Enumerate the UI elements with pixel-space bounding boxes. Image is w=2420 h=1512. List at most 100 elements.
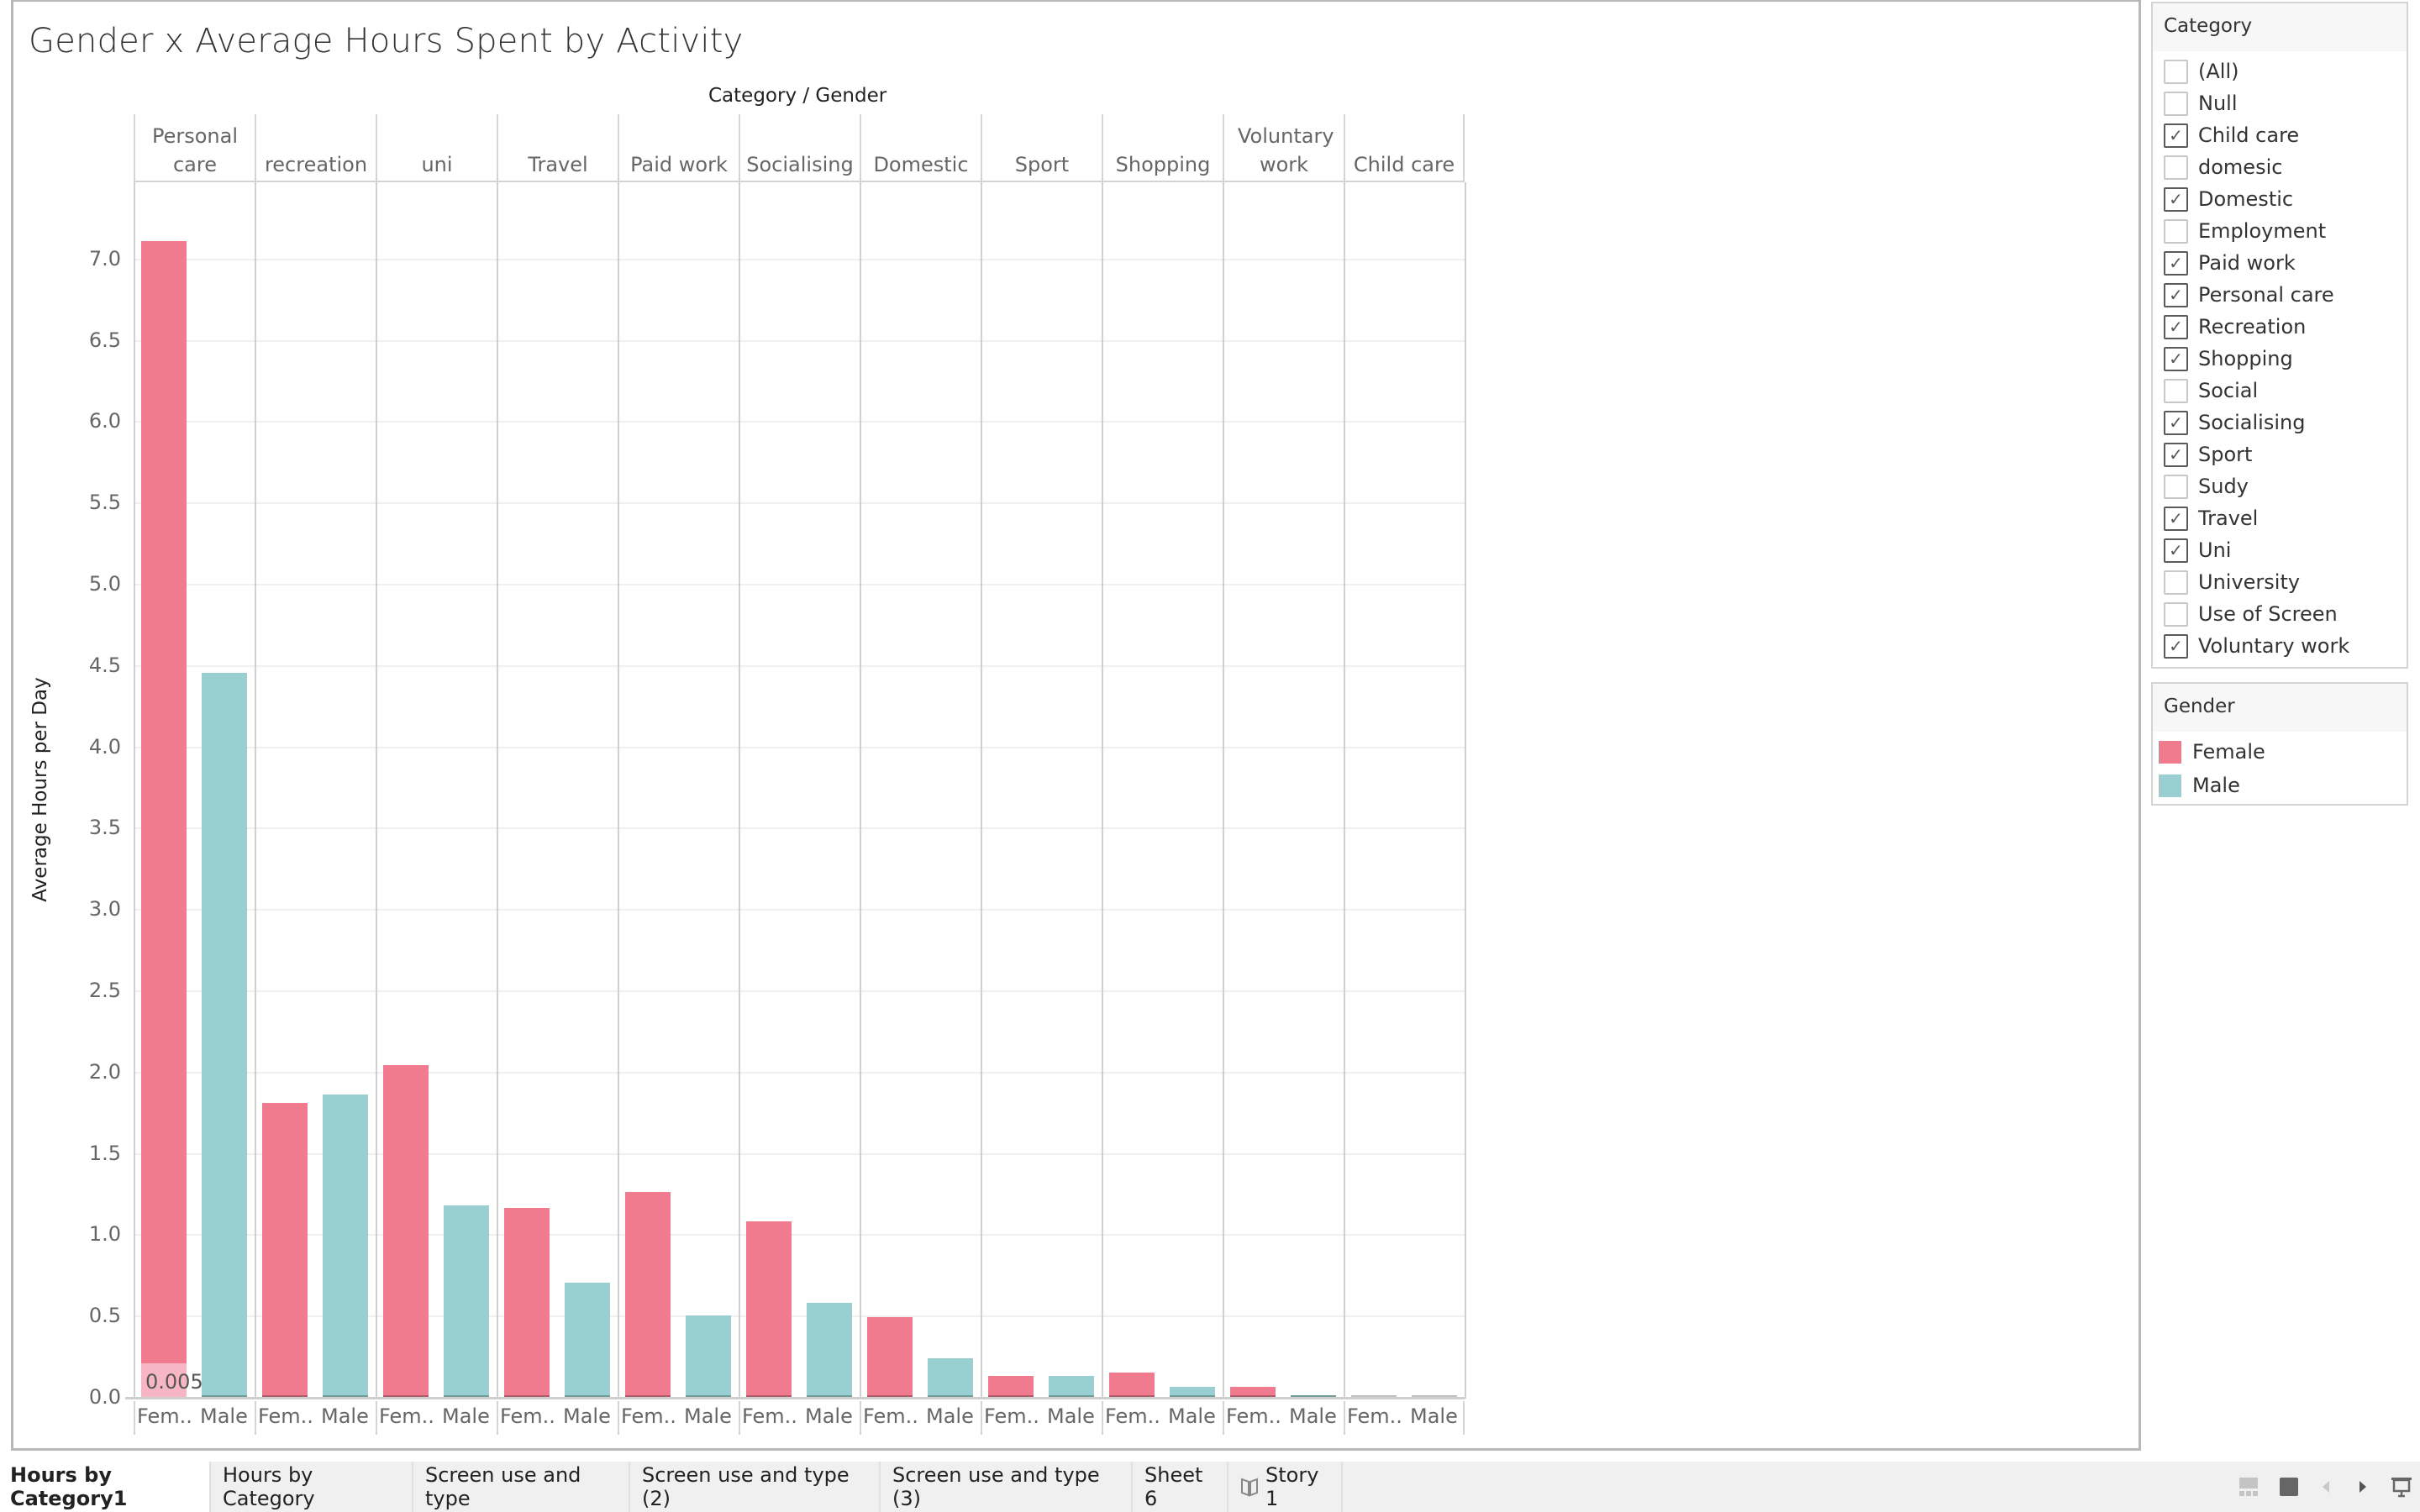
gender-label-male[interactable]: Male [1168, 1404, 1216, 1428]
gender-label-male[interactable]: Male [442, 1404, 490, 1428]
tab-story-1[interactable]: Story 1 [1228, 1462, 1343, 1512]
filter-item[interactable]: ✓ Socialising [2153, 407, 2407, 438]
bar-female[interactable] [141, 240, 187, 1398]
column-header[interactable]: recreation [255, 114, 376, 182]
tab-screen-use-and-type[interactable]: Screen use and type [413, 1462, 630, 1512]
bar-female[interactable] [1109, 1372, 1155, 1398]
filter-item[interactable]: (All) [2153, 55, 2407, 87]
gender-label-female[interactable]: Fem.. [500, 1404, 555, 1428]
checkbox-unchecked-icon[interactable] [2164, 155, 2188, 180]
checkbox-unchecked-icon[interactable] [2164, 218, 2188, 244]
column-header[interactable]: Sport [981, 114, 1102, 182]
bar-male[interactable] [565, 1283, 610, 1397]
next-sheet-icon[interactable] [2354, 1478, 2370, 1495]
bar-female[interactable] [383, 1065, 429, 1397]
column-header[interactable]: Child care [1344, 114, 1465, 182]
filter-item[interactable]: University [2153, 566, 2407, 598]
bar-female[interactable] [262, 1102, 308, 1398]
bar-female[interactable] [1230, 1387, 1276, 1397]
presentation-mode-icon[interactable] [2390, 1475, 2413, 1499]
checkbox-checked-icon[interactable]: ✓ [2164, 410, 2188, 435]
checkbox-checked-icon[interactable]: ✓ [2164, 123, 2188, 148]
checkbox-checked-icon[interactable]: ✓ [2164, 506, 2188, 531]
checkbox-unchecked-icon[interactable] [2164, 91, 2188, 116]
gender-label-female[interactable]: Fem.. [1105, 1404, 1160, 1428]
filter-item[interactable]: ✓ Sport [2153, 438, 2407, 470]
tab-hours-by-category[interactable]: Hours by Category [211, 1462, 413, 1512]
column-header[interactable]: Voluntary work [1223, 114, 1344, 182]
checkbox-unchecked-icon[interactable] [2164, 474, 2188, 499]
gender-label-female[interactable]: Fem.. [379, 1404, 434, 1428]
checkbox-unchecked-icon[interactable] [2164, 570, 2188, 595]
gender-label-female[interactable]: Fem.. [1226, 1404, 1281, 1428]
filter-item[interactable]: Employment [2153, 215, 2407, 247]
gender-label-male[interactable]: Male [1410, 1404, 1458, 1428]
tab-sheet-6[interactable]: Sheet 6 [1133, 1462, 1228, 1512]
checkbox-checked-icon[interactable]: ✓ [2164, 442, 2188, 467]
filter-item[interactable]: Sudy [2153, 470, 2407, 502]
filter-item[interactable]: ✓ Child care [2153, 119, 2407, 151]
gender-label-female[interactable]: Fem.. [1347, 1404, 1402, 1428]
filter-item[interactable]: ✓ Personal care [2153, 279, 2407, 311]
previous-sheet-icon[interactable] [2319, 1478, 2334, 1495]
checkbox-checked-icon[interactable]: ✓ [2164, 538, 2188, 563]
legend-item-male[interactable]: Male [2153, 769, 2407, 802]
gender-label-female[interactable]: Fem.. [863, 1404, 918, 1428]
filter-item[interactable]: Social [2153, 375, 2407, 407]
gender-label-male[interactable]: Male [805, 1404, 853, 1428]
checkbox-unchecked-icon[interactable] [2164, 601, 2188, 627]
gender-label-male[interactable]: Male [321, 1404, 369, 1428]
tab-hours-by-category1[interactable]: Hours by Category1 [0, 1462, 211, 1512]
checkbox-checked-icon[interactable]: ✓ [2164, 633, 2188, 659]
gender-label-male[interactable]: Male [200, 1404, 248, 1428]
tab-screen-use-and-type-3[interactable]: Screen use and type (3) [881, 1462, 1133, 1512]
filter-item[interactable]: Null [2153, 87, 2407, 119]
filter-item[interactable]: ✓ Travel [2153, 502, 2407, 534]
bar-male[interactable] [444, 1205, 489, 1398]
bar-female[interactable] [625, 1192, 671, 1397]
bar-male[interactable] [1291, 1395, 1336, 1397]
filter-item[interactable]: ✓ Recreation [2153, 311, 2407, 343]
bar-male[interactable] [1049, 1375, 1094, 1398]
bar-male[interactable] [807, 1302, 852, 1398]
bar-female[interactable] [504, 1208, 550, 1397]
gender-label-female[interactable]: Fem.. [621, 1404, 676, 1428]
tab-screen-use-and-type-2[interactable]: Screen use and type (2) [630, 1462, 881, 1512]
column-header[interactable]: Travel [497, 114, 618, 182]
gender-label-female[interactable]: Fem.. [137, 1404, 192, 1428]
filter-item[interactable]: Use of Screen [2153, 598, 2407, 630]
gender-label-male[interactable]: Male [563, 1404, 611, 1428]
bar-female[interactable] [867, 1317, 913, 1397]
gender-label-male[interactable]: Male [1047, 1404, 1095, 1428]
bar-female[interactable] [988, 1375, 1034, 1398]
filter-item[interactable]: ✓ Voluntary work [2153, 630, 2407, 662]
bar-male[interactable] [1170, 1387, 1215, 1397]
plot-area[interactable]: 0.005 [125, 182, 1466, 1399]
bar-male[interactable] [928, 1357, 973, 1398]
bar-female[interactable] [746, 1221, 792, 1398]
column-header[interactable]: Domestic [860, 114, 981, 182]
gender-label-male[interactable]: Male [684, 1404, 732, 1428]
column-header[interactable]: Paid work [618, 114, 739, 182]
gender-label-male[interactable]: Male [1289, 1404, 1337, 1428]
filter-item[interactable]: ✓ Shopping [2153, 343, 2407, 375]
checkbox-checked-icon[interactable]: ✓ [2164, 250, 2188, 276]
checkbox-checked-icon[interactable]: ✓ [2164, 346, 2188, 371]
legend-item-female[interactable]: Female [2153, 735, 2407, 769]
bar-male[interactable] [323, 1094, 368, 1398]
checkbox-unchecked-icon[interactable] [2164, 59, 2188, 84]
filter-item[interactable]: ✓ Paid work [2153, 247, 2407, 279]
gender-label-female[interactable]: Fem.. [258, 1404, 313, 1428]
column-header[interactable]: Socialising [739, 114, 860, 182]
column-header[interactable]: Shopping [1102, 114, 1223, 182]
filmstrip-view-icon[interactable] [2238, 1477, 2259, 1497]
gender-label-male[interactable]: Male [926, 1404, 974, 1428]
checkbox-checked-icon[interactable]: ✓ [2164, 282, 2188, 307]
bar-male[interactable] [686, 1315, 731, 1397]
bar-male[interactable] [202, 673, 247, 1397]
column-header[interactable]: Personal care [134, 114, 255, 182]
filter-item[interactable]: domesic [2153, 151, 2407, 183]
checkbox-checked-icon[interactable]: ✓ [2164, 314, 2188, 339]
single-view-icon[interactable] [2279, 1477, 2299, 1497]
gender-label-female[interactable]: Fem.. [742, 1404, 797, 1428]
